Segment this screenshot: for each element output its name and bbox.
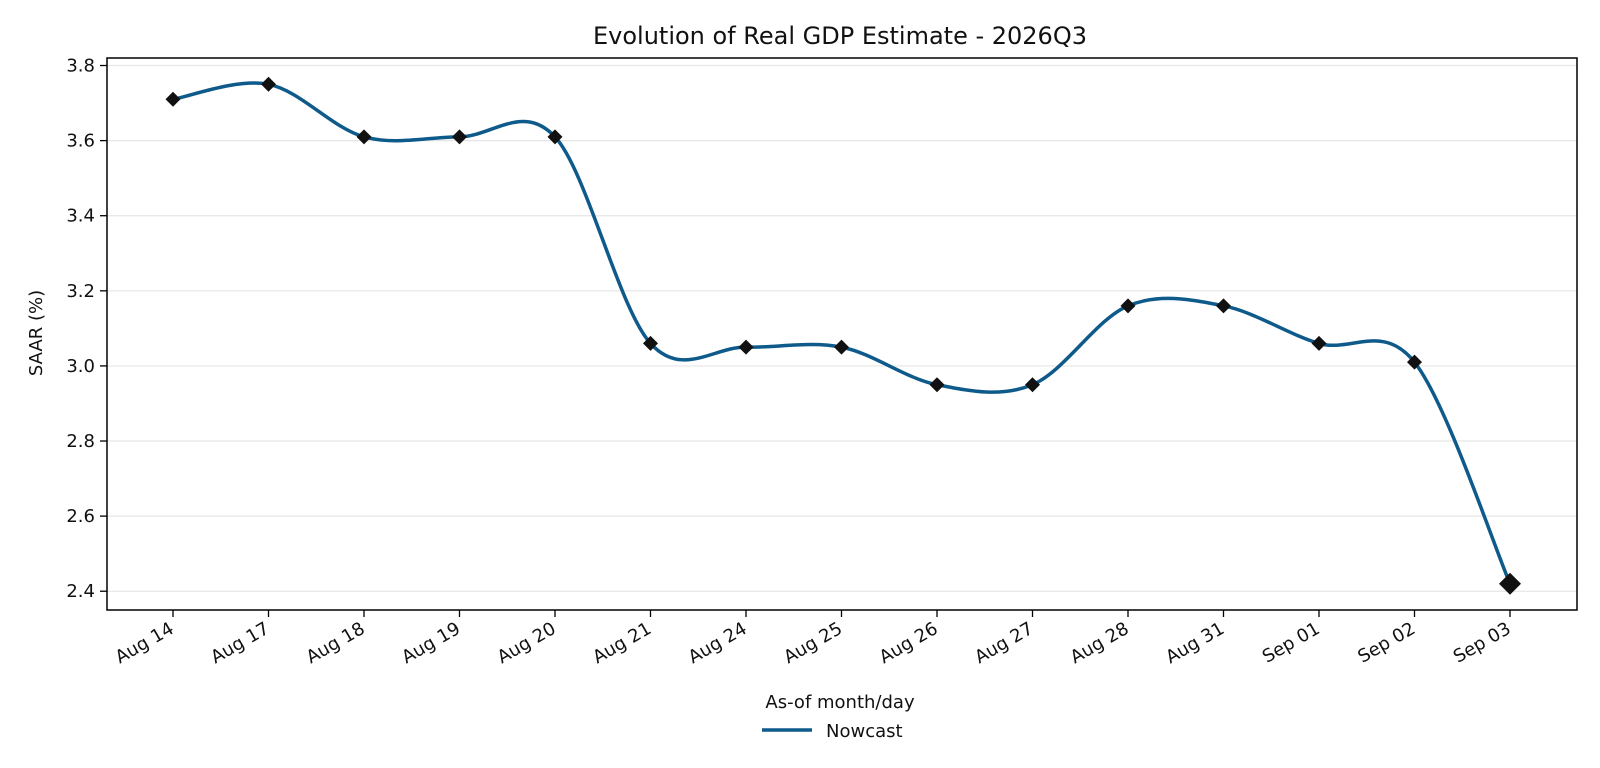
- data-point: [1216, 298, 1231, 314]
- y-tick-label: 3.6: [66, 131, 95, 152]
- data-point: [1311, 335, 1327, 351]
- data-point: [929, 377, 945, 393]
- x-axis: Aug 14 Aug 17 Aug 18 Aug 19 Aug 20 Aug 21 Aug …: [112, 610, 1515, 668]
- x-tick-label: Aug 26: [876, 618, 942, 668]
- x-tick-label: Aug 18: [303, 618, 369, 668]
- x-tick-label: Aug 25: [780, 618, 846, 668]
- legend: Nowcast: [762, 721, 903, 742]
- x-axis-label: As-of month/day: [765, 692, 915, 713]
- legend-label-nowcast: Nowcast: [826, 721, 903, 742]
- data-point: [547, 129, 563, 145]
- y-axis-label: SAAR (%): [26, 290, 47, 376]
- data-point: [738, 339, 754, 355]
- data-point: [356, 129, 372, 145]
- data-point: [834, 339, 849, 355]
- x-tick-label: Aug 20: [494, 618, 560, 668]
- x-tick-label: Aug 24: [685, 618, 751, 668]
- x-tick-label: Sep 02: [1354, 618, 1419, 667]
- data-points: [165, 76, 1521, 595]
- x-tick-label: Aug 17: [207, 618, 273, 668]
- data-point: [1025, 377, 1040, 393]
- data-point: [1120, 298, 1136, 314]
- x-tick-label: Aug 27: [971, 618, 1037, 668]
- plot-frame: [106, 57, 1578, 611]
- y-tick-label: 3.8: [66, 56, 95, 77]
- series-line-nowcast: [172, 81, 1512, 585]
- data-point: [1407, 354, 1422, 370]
- y-tick-label: 3.4: [66, 206, 95, 227]
- data-point: [165, 91, 181, 107]
- x-tick-label: Sep 01: [1259, 618, 1324, 667]
- y-axis: 2.4 2.6 2.8 3.0 3.2 3.4 3.6 3.8: [66, 56, 107, 602]
- x-tick-label: Aug 31: [1162, 618, 1228, 668]
- y-tick-label: 2.4: [66, 581, 95, 602]
- data-point: [452, 129, 467, 145]
- data-point: [261, 76, 276, 92]
- data-point: [1499, 572, 1521, 595]
- x-tick-label: Aug 19: [398, 618, 464, 668]
- data-point: [643, 335, 658, 351]
- x-tick-label: Aug 14: [112, 618, 178, 668]
- x-tick-label: Aug 21: [589, 618, 655, 668]
- x-tick-label: Sep 03: [1450, 618, 1515, 667]
- y-tick-label: 3.0: [66, 356, 95, 377]
- x-tick-label: Aug 28: [1067, 618, 1133, 668]
- y-tick-label: 3.2: [66, 281, 95, 302]
- y-tick-label: 2.6: [66, 506, 95, 527]
- chart-title: Evolution of Real GDP Estimate - 2026Q3: [593, 22, 1087, 50]
- grid-lines: [107, 64, 1577, 592]
- y-tick-label: 2.8: [66, 431, 95, 452]
